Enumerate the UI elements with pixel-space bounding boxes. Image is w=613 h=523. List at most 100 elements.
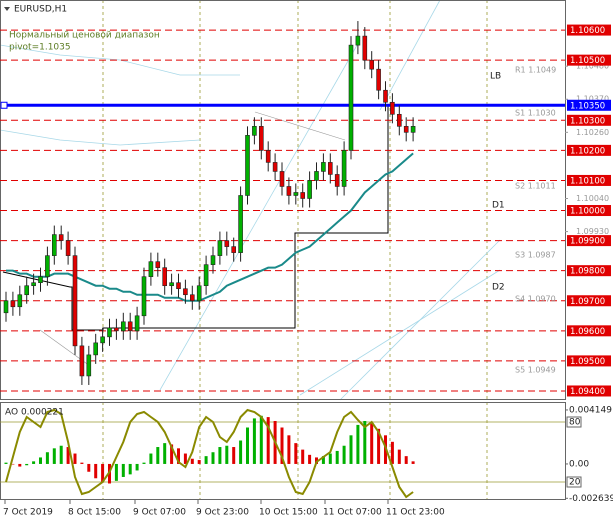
ao-bar: [128, 463, 132, 475]
annotation: D1: [492, 201, 505, 211]
ao-bar: [342, 445, 346, 464]
candle-body: [38, 276, 43, 284]
ao-bar: [246, 427, 249, 464]
candle-body: [203, 264, 209, 287]
candle-body: [134, 315, 140, 332]
ao-bar: [80, 462, 84, 464]
x-tick-label: 7 Oct 2019: [3, 508, 53, 518]
candle-body: [196, 285, 202, 302]
y-tick-label: 1.10200: [570, 146, 605, 156]
candle-body: [272, 162, 278, 172]
candle-body: [17, 294, 23, 308]
level-box: [567, 144, 611, 156]
candle-body: [107, 327, 112, 338]
annotation: R1 1.1049: [515, 66, 556, 75]
x-tick-label: 9 Oct 23:00: [196, 508, 249, 518]
annotation: S1 1.1030: [515, 109, 556, 118]
ao-bar: [135, 463, 139, 471]
candle-body: [79, 345, 85, 377]
ao-bar: [397, 449, 401, 464]
candle-body: [114, 327, 119, 332]
minor-tick-label: 1.10040: [576, 194, 609, 203]
y-tick-label: 1.09600: [570, 327, 605, 337]
ao-bar: [66, 447, 70, 464]
candle-body: [93, 342, 98, 356]
candle-body: [217, 240, 223, 256]
candle-body: [51, 234, 57, 256]
ao-bar: [11, 463, 15, 465]
ao-bar: [349, 435, 353, 464]
candle-body: [224, 240, 230, 247]
level-box: [567, 385, 611, 397]
y-tick-label: -0.002639: [569, 494, 613, 504]
y-tick-label: 1.09400: [570, 387, 605, 397]
level-box: [567, 265, 611, 277]
y2-tick-label: 20: [569, 478, 581, 488]
ao-bar: [363, 421, 367, 464]
chart-title: EURUSD,H1: [14, 5, 67, 15]
candle-body: [321, 162, 326, 172]
candle-body: [10, 300, 16, 308]
menu-icon: [4, 7, 10, 11]
y-tick-label: 0.00: [569, 459, 589, 469]
candle-body: [334, 174, 340, 187]
ao-bar: [87, 463, 91, 472]
main-frame: [0, 0, 566, 400]
decorations: [0, 0, 501, 500]
ao-bar: [308, 454, 312, 464]
candle-body: [286, 186, 292, 196]
ao-bar: [252, 418, 256, 464]
candle-body: [141, 276, 147, 317]
candle-body: [72, 255, 78, 347]
subtitle: Нормальный ценовой диапазон: [9, 31, 160, 41]
ao-bar: [335, 450, 339, 464]
candle-body: [293, 192, 299, 196]
candle-body: [327, 162, 333, 175]
ao-bar: [73, 453, 77, 464]
candle-body: [86, 354, 92, 377]
candle-body: [300, 192, 306, 199]
candle-body: [45, 255, 50, 277]
candle-body: [403, 126, 409, 133]
level-box: [567, 174, 611, 186]
ao-bar: [45, 452, 49, 464]
minor-tick-label: 1.09930: [576, 227, 609, 236]
annotation: S3 1.0987: [515, 251, 556, 260]
candle-body: [121, 321, 126, 332]
ao-bar: [370, 423, 374, 464]
ao-bar: [232, 447, 236, 464]
ao-bar: [163, 443, 167, 464]
candle-body: [362, 35, 368, 61]
y2-tick-label: 80: [569, 418, 581, 428]
ao-bar: [94, 463, 98, 479]
candle-body: [155, 261, 161, 268]
x-tick-label: 8 Oct 15:00: [68, 508, 121, 518]
minor-tick-label: 1.10260: [576, 128, 609, 137]
level-box: [567, 325, 611, 337]
candle-body: [341, 150, 347, 187]
pivot-label: 1.10350: [570, 101, 605, 111]
oscillator-plot: 0.004149 0.00 -0.002639 80 20: [0, 405, 613, 504]
x-tick-label: 9 Oct 07:00: [133, 508, 186, 518]
ao-bar: [294, 443, 298, 464]
ao-bar: [177, 448, 180, 464]
level-box: [567, 205, 611, 217]
ao-bar: [190, 458, 194, 464]
ao-bar: [225, 445, 229, 464]
candle-body: [369, 59, 375, 70]
ao-title: AO 0.000221: [5, 408, 64, 418]
ao-bar: [25, 463, 29, 466]
candle-body: [24, 285, 30, 296]
pivot-note: pivot=1.1035: [9, 43, 71, 53]
ao-bar: [121, 463, 125, 477]
ao-bar: [52, 448, 56, 464]
candle-body: [65, 240, 71, 256]
candle-body: [58, 234, 64, 241]
ao-bar: [18, 463, 22, 467]
candle-body: [210, 255, 216, 265]
y-tick-label: 1.10500: [570, 56, 605, 66]
candle-body: [396, 113, 402, 127]
candle-body: [265, 150, 271, 163]
x-tick-label: 10 Oct 15:00: [259, 508, 318, 518]
